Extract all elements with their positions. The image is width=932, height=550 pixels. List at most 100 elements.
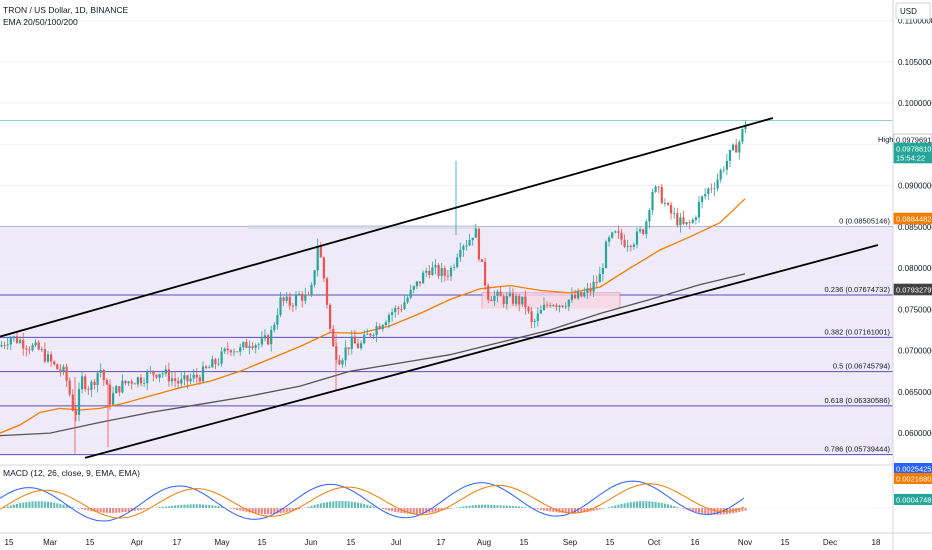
macd-histogram-bar [198,504,201,508]
candle-body [22,339,25,349]
macd-histogram-bar [561,508,564,513]
candle-body [378,326,381,330]
candle-body [725,160,728,170]
candle-body [381,325,384,330]
candle-body [310,284,313,296]
candle-body [167,369,170,382]
macd-histogram-bar [704,508,707,514]
macd-histogram-bar [47,501,49,508]
macd-histogram-bar [698,508,700,513]
candle-body [521,296,524,305]
candle-body [564,306,567,308]
candle-body [449,267,453,277]
candle-body [319,245,322,258]
candle-body [236,351,239,353]
candle-body [307,294,310,296]
candle-body [508,293,511,297]
candle-body [298,293,301,295]
candle-body [505,296,508,305]
candle-body [499,291,502,297]
macd-histogram-bar [195,504,198,508]
macd-histogram-bar [357,502,359,508]
trend-channel[interactable] [0,117,879,459]
macd-histogram-bar [34,501,37,508]
candle-body [239,347,242,352]
macd-histogram-bar [6,506,9,508]
candle-body [710,188,713,190]
candle-body [77,389,81,415]
macd-histogram-bar [567,508,570,514]
macd-histogram-bar [580,508,583,513]
macd-histogram-bar [598,508,601,510]
macd-histogram-bar [468,505,471,508]
candle-body [719,170,722,180]
macd-histogram-bar [623,503,626,508]
macd-histogram-bar [344,501,347,508]
macd-histogram-bar [741,508,744,512]
candle-body [679,217,682,226]
macd-histogram-bar [583,508,586,513]
time-axis[interactable]: 15 Mar 15 Apr 17 May 15 Jun 15 Jul 17 Aug 15 Sep 15 Oct… [5,538,881,547]
candle-body [657,186,660,188]
symbol-title: TRON / US Dollar, 1D, BINANCE [3,5,128,15]
candle-body [409,289,412,298]
candle-body [99,370,102,373]
candle-body [431,267,434,276]
candle-body [422,272,425,284]
macd-histogram-bar [400,508,403,514]
time-tick-label: 18 [872,538,881,547]
candle-body [642,229,645,235]
macd-histogram-bar [502,505,505,508]
candle-body [223,348,226,352]
macd-histogram-bar [276,508,279,514]
macd-histogram-bar [180,504,183,508]
macd-histogram-bar [536,508,539,510]
macd-histogram-bar [310,505,313,508]
candle-body [676,213,679,226]
price-tick-label: 0.08000000 [898,264,932,273]
macd-histogram-bar [254,508,257,514]
macd-histogram-bar [273,508,276,514]
time-tick-label: 15 [606,538,615,547]
candle-body [68,380,71,395]
macd-histogram-bar [43,501,46,508]
macd-histogram-bar [648,501,651,508]
price-tick-label: 0.06000000 [898,429,932,438]
macd-histogram-bar [496,505,499,508]
candle-body [338,359,341,365]
fibonacci-retracement[interactable]: 0 (0.08505146) 0.236 (0.07674732) 0.382 (0… [0,120,893,456]
candle-body [694,217,697,220]
macd-histogram-bar [298,508,301,510]
candle-body [19,339,22,343]
macd-histogram-bar [384,508,387,510]
candle-body [201,366,205,382]
macd-histogram-bar [248,508,251,513]
candle-body [468,240,471,246]
time-tick-label: Mar [43,538,57,547]
time-tick-label: Jul [391,538,401,547]
macd-histogram-bar [177,505,180,508]
candle-body [387,314,391,323]
candle-body [487,285,490,300]
candle-body [654,186,657,192]
candle-body [102,370,105,381]
currency-button[interactable] [895,2,931,20]
candle-body [533,320,536,322]
macd-histogram-bar [552,508,555,512]
candle-body [205,366,208,369]
macd-histogram-bar [608,507,611,508]
macd-histogram-bar [735,508,738,513]
candle-body [25,348,28,350]
macd-histogram-bar [25,502,28,508]
time-tick-label: May [214,538,229,547]
candle-body [220,351,223,364]
candle-body [56,364,59,370]
candle-body [716,179,719,189]
candle-body [666,202,670,205]
candle-body [12,336,15,339]
candle-body [9,338,12,345]
time-tick-label: Apr [131,538,144,547]
candle-body [186,375,189,382]
macd-histogram-bar [558,508,561,513]
